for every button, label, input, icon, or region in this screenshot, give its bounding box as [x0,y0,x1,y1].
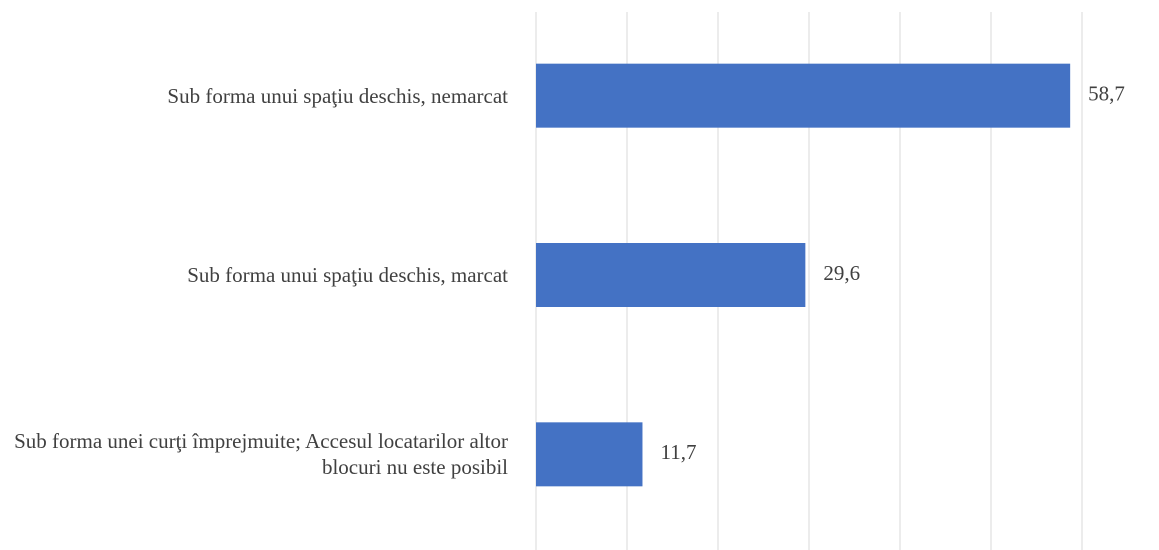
data-label: 58,7 [1088,81,1125,105]
bar [536,243,806,307]
category-label: Sub forma unui spaţiu deschis, nemarcat [167,83,508,108]
bar [536,422,643,487]
category-label: Sub forma unei curţi împrejmuite; Accesu… [14,429,508,480]
bar [536,63,1071,128]
data-label: 11,7 [660,440,696,464]
data-label: 29,6 [823,261,860,285]
category-label: Sub forma unui spaţiu deschis, marcat [187,263,508,287]
